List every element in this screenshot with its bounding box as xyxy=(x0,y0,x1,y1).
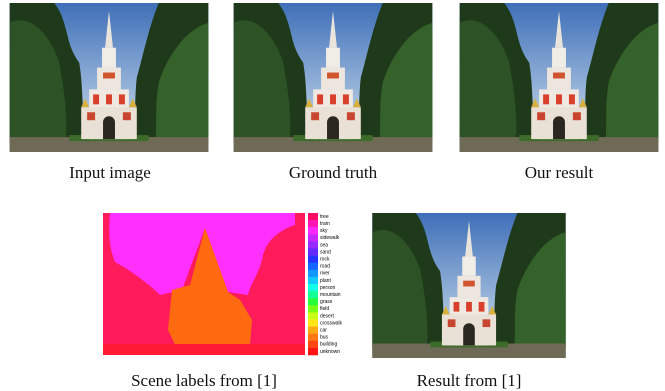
legend-label: building xyxy=(320,342,337,348)
legend-swatch xyxy=(308,276,318,285)
ground-truth-image xyxy=(233,3,433,152)
legend-label: sea xyxy=(320,242,328,248)
legend-swatch xyxy=(308,227,318,235)
legend-swatch xyxy=(308,234,318,242)
caption: Our result xyxy=(525,163,594,182)
legend-label: grass xyxy=(320,299,333,305)
legend-swatch xyxy=(308,305,318,313)
result-image xyxy=(372,213,566,358)
our-result-image xyxy=(459,3,659,152)
legend-label: rock xyxy=(320,256,330,262)
legend-label: field xyxy=(320,306,329,312)
legend-swatch xyxy=(308,340,318,349)
legend-label: tree xyxy=(320,214,329,220)
legend-swatch xyxy=(308,312,318,320)
scene-label-map xyxy=(103,213,305,355)
legend-label: sidewalk xyxy=(320,235,340,241)
legend-label: river xyxy=(320,271,330,277)
legend-label: bus xyxy=(320,335,329,341)
legend-swatch xyxy=(308,220,318,228)
legend-swatch xyxy=(308,255,318,263)
legend-label: car xyxy=(320,327,327,333)
legend-swatch xyxy=(308,347,318,356)
legend-swatch xyxy=(308,291,318,299)
legend-swatch xyxy=(308,213,318,221)
legend-label: sand xyxy=(320,249,331,255)
legend-label: desert xyxy=(320,313,335,319)
legend-swatch xyxy=(308,326,318,334)
legend-label: unknown xyxy=(320,349,340,355)
legend-swatch xyxy=(308,262,318,271)
legend-swatch xyxy=(308,319,318,327)
input-image xyxy=(9,3,209,152)
caption: Result from [1] xyxy=(417,371,522,390)
legend-label: sky xyxy=(320,228,328,234)
legend-swatch xyxy=(308,284,318,292)
legend-swatch xyxy=(308,248,318,256)
legend-label: crosswalk xyxy=(320,320,342,326)
legend-label: mountain xyxy=(320,292,341,298)
legend-label: train xyxy=(320,221,330,227)
legend-swatch xyxy=(308,241,318,249)
legend-swatch xyxy=(308,298,318,306)
caption: Input image xyxy=(69,163,151,182)
legend-label: road xyxy=(320,264,330,270)
caption: Scene labels from [1] xyxy=(131,371,277,390)
legend-swatch xyxy=(308,333,318,342)
caption: Ground truth xyxy=(289,163,378,182)
legend-label: plant xyxy=(320,278,331,284)
legend-swatch xyxy=(308,269,318,278)
legend-label: person xyxy=(320,285,336,291)
